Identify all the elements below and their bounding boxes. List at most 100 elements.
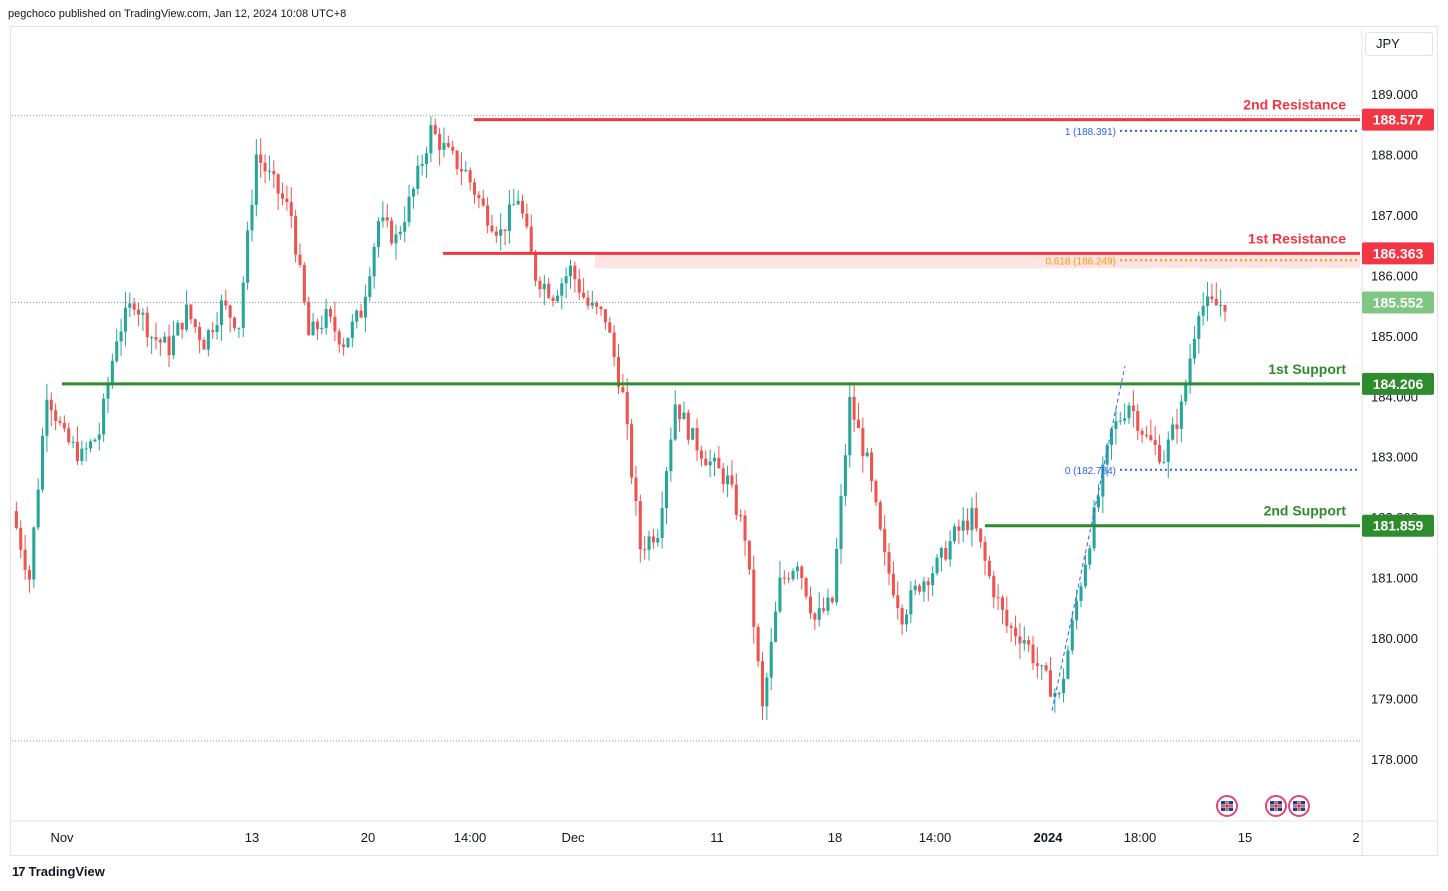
- candle-body: [651, 536, 655, 543]
- candle-body: [878, 502, 882, 529]
- tradingview-logo-text: TradingView: [28, 864, 105, 879]
- y-tick-label: 181.000: [1371, 571, 1418, 586]
- candle-body: [996, 597, 1000, 599]
- candle-body: [1140, 430, 1144, 435]
- resistance-label: 1st Resistance: [1248, 230, 1346, 246]
- uk-flag-1: [1216, 795, 1238, 817]
- price-badges: 188.577 186.363 184.206 181.859 185.552: [1362, 108, 1434, 537]
- candle-body: [346, 337, 350, 348]
- candle-body: [839, 495, 843, 550]
- candle-body: [939, 547, 943, 558]
- candle-body: [555, 295, 559, 302]
- candle-body: [49, 399, 53, 411]
- candle-body: [150, 337, 154, 339]
- candle-body: [656, 537, 660, 543]
- candle-body: [394, 234, 398, 244]
- candle-body: [1066, 650, 1070, 679]
- candle-body: [1027, 640, 1031, 645]
- candle-body: [459, 168, 463, 172]
- candle-body: [342, 344, 346, 348]
- candle-body: [861, 428, 865, 457]
- candle-body: [944, 547, 948, 560]
- candle-body: [1171, 424, 1175, 440]
- candle-body: [529, 226, 533, 252]
- levels: 2nd Resistance 1st Resistance 1st Support 2…: [62, 97, 1360, 528]
- fib-level-label: 0 (182.784): [1065, 466, 1116, 477]
- candle-body: [800, 566, 804, 579]
- candle-body: [486, 205, 490, 226]
- candle-body: [189, 304, 193, 320]
- candle-body: [957, 526, 961, 531]
- candle-body: [41, 435, 45, 490]
- y-tick-label: 185.000: [1371, 329, 1418, 344]
- candle-body: [865, 452, 869, 457]
- candle-body: [324, 309, 328, 328]
- candle-body: [1079, 586, 1083, 601]
- x-tick-label: 15: [1238, 830, 1252, 845]
- candle-body: [1131, 405, 1135, 412]
- candle-body: [89, 441, 93, 449]
- candle-body: [564, 276, 568, 284]
- candle-body: [717, 457, 721, 469]
- candle-body: [822, 608, 826, 611]
- candle-body: [411, 188, 415, 197]
- publisher-line: pegchoco published on TradingView.com, J…: [8, 8, 347, 20]
- tradingview-logo-icon: 17: [12, 864, 26, 879]
- support-badge: [1362, 372, 1434, 395]
- candle-body: [1192, 338, 1196, 359]
- candle-body: [634, 477, 638, 502]
- candle-body: [272, 171, 276, 175]
- axes: 189.000188.000187.000186.000185.000184.0…: [10, 28, 1438, 855]
- candle-body: [54, 410, 58, 421]
- candle-body: [1123, 418, 1127, 421]
- candle-body: [551, 297, 555, 302]
- candle-body: [276, 174, 280, 194]
- candle-body: [311, 321, 315, 336]
- candle-body: [23, 549, 27, 570]
- candle-body: [808, 596, 813, 614]
- candle-body: [376, 221, 381, 247]
- candle-body: [333, 316, 337, 332]
- candle-body: [891, 573, 895, 596]
- candle-body: [520, 200, 525, 214]
- currency-selector[interactable]: JPY: [1365, 32, 1433, 56]
- candle-body: [918, 585, 922, 592]
- candle-body: [765, 677, 769, 707]
- candle-body: [202, 340, 206, 350]
- candle-body: [67, 428, 71, 443]
- candle-body: [368, 276, 372, 297]
- candle-body: [263, 162, 267, 172]
- candle-body: [660, 508, 664, 538]
- tradingview-logo[interactable]: 17 TradingView: [12, 864, 105, 879]
- candle-body: [198, 326, 202, 341]
- candle-body: [337, 331, 341, 345]
- candle-body: [1158, 444, 1162, 463]
- candle-body: [145, 312, 149, 338]
- candle-body: [315, 321, 319, 330]
- candle-body: [712, 457, 717, 462]
- candle-body: [922, 581, 926, 592]
- candle-body: [931, 573, 935, 586]
- candle-body: [739, 514, 743, 516]
- candle-body: [760, 661, 765, 707]
- support-label: 1st Support: [1268, 361, 1346, 377]
- resistance-badge-text: 188.577: [1373, 112, 1424, 128]
- candle-body: [1018, 636, 1022, 644]
- support-badge-text: 184.206: [1373, 376, 1424, 392]
- candle-body: [603, 309, 607, 323]
- candle-body: [595, 302, 599, 307]
- candle-body: [1057, 693, 1061, 695]
- candle-body: [835, 549, 839, 603]
- candle-body: [900, 608, 904, 625]
- candle-body: [979, 528, 983, 543]
- candle-body: [804, 578, 808, 597]
- candle-body: [27, 569, 31, 580]
- candle-body: [259, 154, 263, 163]
- candle-body: [813, 613, 817, 620]
- candle-body: [1214, 299, 1218, 306]
- support-label: 2nd Support: [1264, 503, 1347, 519]
- candle-body: [525, 213, 529, 227]
- candle-body: [1206, 296, 1210, 307]
- candle-body: [58, 420, 62, 423]
